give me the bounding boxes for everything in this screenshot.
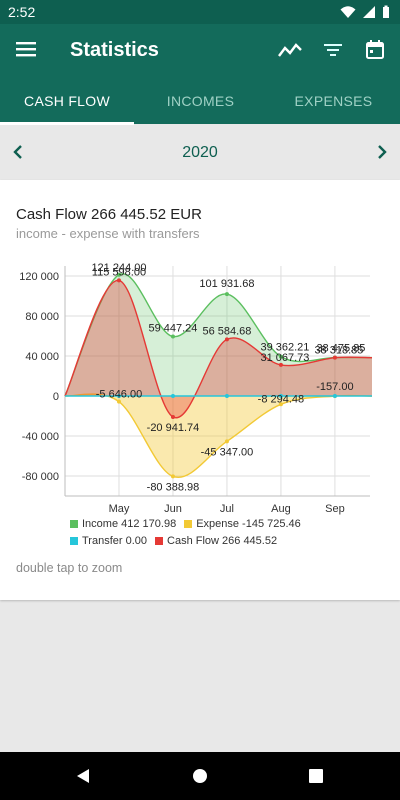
x-tick-label: Jun bbox=[164, 503, 182, 515]
legend-swatch bbox=[184, 520, 193, 528]
x-tick-label: May bbox=[109, 503, 130, 515]
data-point bbox=[170, 474, 175, 479]
data-point bbox=[170, 414, 175, 419]
cash-flow-chart[interactable]: 120 000 80 000 40 000 0 -40 000 -80 000 May Jun… bbox=[0, 256, 400, 516]
legend-row: Transfer 0.00 Cash Flow 266 445.52 bbox=[70, 535, 301, 547]
series-area bbox=[65, 394, 372, 478]
x-tick-label: Sep bbox=[325, 503, 345, 515]
data-label: -20 941.74 bbox=[147, 422, 200, 434]
data-point bbox=[224, 292, 229, 297]
zoom-hint: double tap to zoom bbox=[16, 561, 123, 575]
x-tick-label: Jul bbox=[220, 503, 234, 515]
data-point bbox=[170, 394, 175, 398]
legend-item: Expense -145 725.46 bbox=[184, 518, 301, 530]
tab-bar: CASH FLOW INCOMES EXPENSES bbox=[0, 78, 400, 124]
series-line bbox=[64, 279, 373, 419]
tab-cash-flow[interactable]: CASH FLOW bbox=[24, 93, 110, 109]
data-label: 38 475.85 bbox=[316, 343, 365, 355]
wifi-icon bbox=[340, 6, 356, 18]
legend-label: Cash Flow 266 445.52 bbox=[167, 535, 278, 547]
legend-item: Cash Flow 266 445.52 bbox=[155, 535, 277, 547]
year-label: 2020 bbox=[182, 144, 218, 161]
legend-item: Income 412 170.98 bbox=[70, 518, 176, 530]
menu-icon[interactable] bbox=[16, 41, 36, 57]
data-label: 121 244.00 bbox=[91, 262, 146, 274]
data-point bbox=[278, 354, 283, 359]
legend-swatch bbox=[70, 537, 78, 545]
home-icon[interactable] bbox=[192, 768, 208, 784]
tab-indicator bbox=[0, 122, 134, 125]
data-point bbox=[278, 362, 283, 367]
data-point bbox=[170, 334, 175, 339]
data-label: 31 067.73 bbox=[260, 352, 309, 364]
data-point bbox=[116, 272, 121, 277]
data-point bbox=[278, 394, 283, 398]
y-tick-label: 120 000 bbox=[19, 271, 59, 283]
data-point bbox=[116, 394, 121, 398]
data-point bbox=[224, 439, 229, 444]
data-label: -157.00 bbox=[316, 381, 353, 393]
legend-label: Income 412 170.98 bbox=[82, 518, 177, 530]
legend-label: Transfer 0.00 bbox=[82, 535, 148, 547]
tab-expenses[interactable]: EXPENSES bbox=[294, 93, 373, 109]
chevron-left-icon[interactable] bbox=[12, 144, 24, 160]
card-subtitle: income - expense with transfers bbox=[16, 226, 200, 241]
data-label: 101 931.68 bbox=[199, 278, 254, 290]
data-label: -80 388.98 bbox=[147, 481, 200, 493]
status-bar: 2:52 bbox=[0, 0, 400, 24]
legend-swatch bbox=[70, 520, 78, 528]
data-point bbox=[224, 394, 229, 398]
x-tick-label: Aug bbox=[271, 503, 291, 515]
y-tick-label: 40 000 bbox=[25, 351, 59, 363]
calendar-icon[interactable] bbox=[364, 39, 386, 61]
recents-icon[interactable] bbox=[308, 768, 324, 784]
back-icon[interactable] bbox=[75, 768, 91, 784]
data-label: 38 318.85 bbox=[314, 345, 363, 357]
data-label: 39 362.21 bbox=[260, 342, 309, 354]
legend-label: Expense -145 725.46 bbox=[196, 518, 301, 530]
y-tick-label: -80 000 bbox=[22, 471, 59, 483]
data-point bbox=[224, 337, 229, 342]
data-point bbox=[332, 355, 337, 360]
data-label: 59 447.24 bbox=[148, 323, 197, 335]
data-point bbox=[278, 402, 283, 407]
y-tick-label: 80 000 bbox=[25, 311, 59, 323]
app-bar: Statistics bbox=[0, 24, 400, 78]
chart-line-icon[interactable] bbox=[278, 39, 302, 61]
data-label: -45 347.00 bbox=[201, 446, 254, 458]
data-label: -5 646.00 bbox=[96, 389, 142, 401]
legend-swatch bbox=[155, 537, 164, 545]
cash-flow-card: Cash Flow 266 445.52 EUR income - expens… bbox=[0, 180, 400, 600]
data-point bbox=[332, 394, 337, 398]
chart-legend: Income 412 170.98 Expense -145 725.46 Tran… bbox=[70, 518, 301, 552]
data-label: -8 294.48 bbox=[258, 393, 304, 405]
y-tick-label: -40 000 bbox=[22, 431, 59, 443]
battery-icon bbox=[383, 5, 389, 18]
y-tick-label: 0 bbox=[53, 391, 59, 403]
filter-icon[interactable] bbox=[322, 39, 344, 61]
data-point bbox=[116, 278, 121, 283]
signal-icon bbox=[363, 6, 375, 18]
status-time: 2:52 bbox=[8, 4, 36, 20]
card-title: Cash Flow 266 445.52 EUR bbox=[16, 206, 202, 223]
data-label: 115 598.00 bbox=[92, 266, 146, 278]
tab-incomes[interactable]: INCOMES bbox=[166, 93, 235, 109]
legend-row: Income 412 170.98 Expense -145 725.46 bbox=[70, 518, 301, 530]
year-selector: 2020 bbox=[0, 126, 400, 180]
data-label: 56 584.68 bbox=[202, 325, 251, 337]
system-nav-bar bbox=[0, 752, 400, 800]
chevron-right-icon[interactable] bbox=[376, 144, 388, 160]
status-icons bbox=[340, 5, 390, 19]
legend-item: Transfer 0.00 bbox=[70, 535, 147, 547]
page-title: Statistics bbox=[70, 39, 159, 61]
data-point bbox=[116, 399, 121, 404]
